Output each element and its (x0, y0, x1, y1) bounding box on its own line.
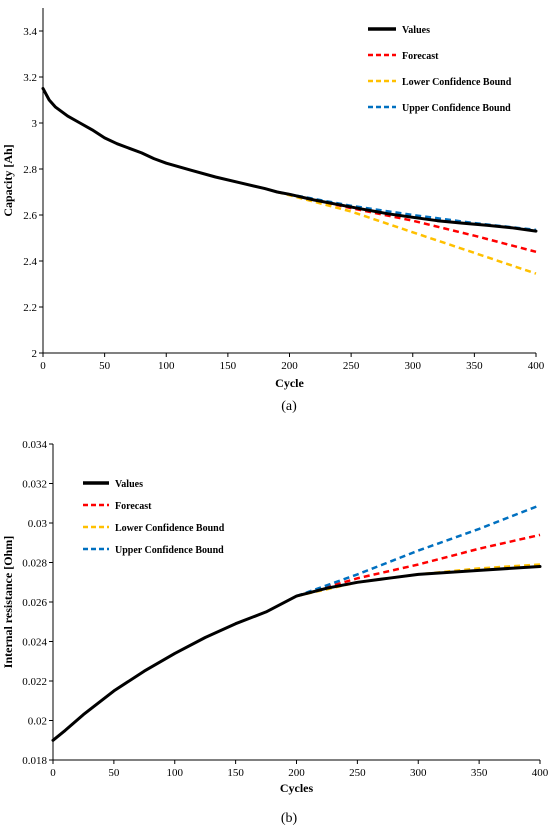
y-tick-label: 2 (32, 348, 38, 360)
x-tick-label: 300 (410, 767, 427, 779)
y-tick-label: 0.026 (22, 597, 47, 609)
y-axis-title: Internal resistance [Ohm] (1, 536, 15, 668)
series-line-forecast (296, 533, 541, 598)
caption-b: (b) (281, 811, 298, 826)
y-tick-label: 0.022 (22, 676, 47, 688)
x-tick-label: 400 (532, 767, 549, 779)
y-tick-label: 0.024 (22, 637, 47, 649)
x-tick-label: 150 (220, 360, 237, 372)
x-tick-label: 400 (528, 360, 545, 372)
x-tick-label: 300 (405, 360, 422, 372)
x-tick-label: 50 (108, 767, 120, 779)
series-line-values (51, 565, 542, 742)
legend-label: Lower Confidence Bound (402, 77, 512, 88)
y-tick-label: 0.034 (22, 439, 47, 451)
caption-a: (a) (281, 399, 297, 414)
x-tick-label: 200 (288, 767, 305, 779)
series-line-upper-confidence-bound (296, 504, 541, 598)
y-tick-label: 3 (32, 118, 38, 130)
y-tick-label: 2.8 (23, 164, 37, 176)
y-tick-label: 2.2 (23, 302, 37, 314)
y-tick-label: 0.028 (22, 558, 47, 570)
x-tick-label: 250 (343, 360, 360, 372)
x-tick-label: 50 (99, 360, 111, 372)
x-tick-label: 150 (227, 767, 244, 779)
capacity-chart: 0 50 100 150 200 250 300 350 400 2 2.2 2.4 2.6 2.8 3 3.… (1, 8, 545, 390)
y-tick-label: 0.03 (28, 518, 48, 530)
y-tick-label: 0.018 (22, 755, 47, 767)
legend-label: Forecast (402, 51, 439, 62)
x-tick-label: 200 (281, 360, 298, 372)
legend-label: Upper Confidence Bound (115, 545, 224, 556)
y-tick-label: 3.4 (23, 26, 37, 38)
x-tick-label: 350 (466, 360, 483, 372)
resistance-chart: 0 50 100 150 200 250 300 350 400 0.018 0.02 0.022 0.… (1, 439, 549, 795)
y-tick-label: 2.4 (23, 256, 37, 268)
series-line-lower-confidence-bound (276, 190, 537, 275)
x-tick-label: 0 (40, 360, 46, 372)
x-tick-label: 250 (349, 767, 366, 779)
x-axis-title: Cycle (275, 376, 304, 390)
legend-label: Lower Confidence Bound (115, 523, 225, 534)
y-tick-label: 3.2 (23, 72, 37, 84)
legend-label: Forecast (115, 501, 152, 512)
legend-label: Values (115, 479, 143, 490)
legend-label: Upper Confidence Bound (402, 103, 511, 114)
series-line-upper-confidence-bound (276, 190, 537, 232)
x-axis-title: Cycles (280, 781, 314, 795)
x-tick-label: 0 (50, 767, 56, 779)
y-tick-label: 2.6 (23, 210, 37, 222)
y-tick-label: 0.02 (28, 716, 47, 728)
x-tick-label: 100 (167, 767, 184, 779)
series-line-values (41, 87, 538, 233)
x-tick-label: 350 (471, 767, 488, 779)
x-tick-label: 100 (158, 360, 175, 372)
y-tick-label: 0.032 (22, 479, 47, 491)
legend-label: Values (402, 25, 430, 36)
y-axis-title: Capacity [Ah] (1, 144, 15, 216)
